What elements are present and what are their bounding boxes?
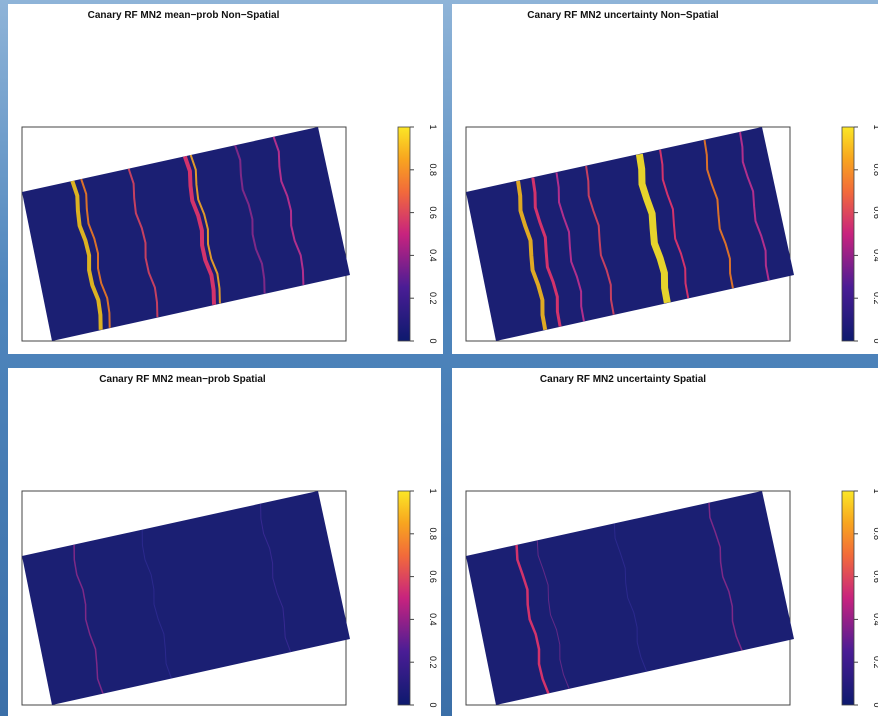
colorbar-tick-label: 0.8 xyxy=(428,528,438,541)
colorbar-tick-label: 0.6 xyxy=(428,206,438,219)
colorbar-tick-label: 0.8 xyxy=(872,528,878,541)
colorbar-tick-label: 0.8 xyxy=(428,164,438,177)
raster-stripe xyxy=(80,178,111,328)
plot-frame xyxy=(21,126,347,342)
colorbar-tick-label: 0.2 xyxy=(872,292,878,305)
map-panel: Canary RF MN2 mean−prob Spatial 0 0.2 0.4 0.… xyxy=(8,368,441,716)
raster-stripe xyxy=(70,180,103,330)
colorbar-tick-label: 0.4 xyxy=(872,249,878,262)
panel-title: Canary RF MN2 uncertainty Non−Spatial xyxy=(527,10,719,21)
colorbar-tick-label: 0.2 xyxy=(428,292,438,305)
plot-frame xyxy=(465,126,791,342)
colorbar-tick-label: 1 xyxy=(428,488,438,493)
raster-stripe xyxy=(234,144,266,294)
panel-title: Canary RF MN2 mean−prob Non−Spatial xyxy=(88,10,280,21)
raster-features xyxy=(516,132,770,331)
colorbar-tick-label: 1 xyxy=(872,124,878,129)
map-panel: Canary RF MN2 uncertainty Spatial 0 0.2 0.4… xyxy=(452,368,878,716)
raster-stripe xyxy=(659,149,690,299)
raster-stripe xyxy=(708,502,743,652)
colorbar xyxy=(397,490,411,706)
raster-stripe xyxy=(531,177,562,327)
colorbar xyxy=(841,490,855,706)
raster-stripe xyxy=(536,540,570,690)
map-panel: Canary RF MN2 mean−prob Non−Spatial 0 0.2 0… xyxy=(8,4,443,354)
raster-stripe xyxy=(703,139,734,289)
raster xyxy=(22,491,350,705)
panel-title: Canary RF MN2 uncertainty Spatial xyxy=(540,374,706,385)
colorbar xyxy=(841,126,855,342)
colorbar-tick-label: 0.8 xyxy=(872,164,878,177)
map-plot: Canary RF MN2 mean−prob Non−Spatial 0 0.2 0… xyxy=(21,10,438,344)
colorbar-tick-label: 0.4 xyxy=(872,613,878,626)
raster-features xyxy=(515,502,743,695)
raster-features xyxy=(73,503,292,695)
colorbar-tick-label: 0.2 xyxy=(872,656,878,669)
map-plot: Canary RF MN2 uncertainty Spatial 0 0.2 0.4… xyxy=(465,374,878,708)
colorbar-tick-label: 0.2 xyxy=(428,656,438,669)
plot-frame xyxy=(465,490,791,706)
raster-stripe xyxy=(272,136,305,285)
colorbar-tick-label: 1 xyxy=(872,488,878,493)
colorbar-tick-label: 0 xyxy=(428,338,438,343)
colorbar-tick-label: 0 xyxy=(428,702,438,707)
map-plot: Canary RF MN2 uncertainty Non−Spatial 0 0.… xyxy=(465,10,878,344)
map-panel: Canary RF MN2 uncertainty Non−Spatial 0 0.… xyxy=(452,4,878,354)
raster xyxy=(466,491,794,705)
colorbar-tick-label: 0.6 xyxy=(872,570,878,583)
colorbar-tick-label: 1 xyxy=(428,124,438,129)
map-plot: Canary RF MN2 mean−prob Spatial 0 0.2 0.4 0.… xyxy=(21,374,438,708)
raster-features xyxy=(70,136,305,330)
raster-stripe xyxy=(635,153,671,304)
raster-stripe xyxy=(613,523,648,673)
colorbar-tick-label: 0.6 xyxy=(872,206,878,219)
raster-stripe xyxy=(189,154,221,304)
colorbar-tick-label: 0.4 xyxy=(428,613,438,626)
raster-stripe xyxy=(73,544,104,695)
raster-stripe xyxy=(739,132,770,281)
colorbar-tick-label: 0 xyxy=(872,338,878,343)
raster-stripe xyxy=(141,529,172,679)
colorbar-tick-label: 0 xyxy=(872,702,878,707)
raster-stripe xyxy=(516,180,548,331)
colorbar xyxy=(397,126,411,342)
raster-stripe xyxy=(127,168,159,318)
raster-stripe xyxy=(260,503,292,653)
plot-frame xyxy=(21,490,347,706)
colorbar-tick-label: 0.4 xyxy=(428,249,438,262)
raster-stripe xyxy=(182,155,216,305)
raster-stripe xyxy=(515,544,550,695)
colorbar-tick-label: 0.6 xyxy=(428,570,438,583)
panel-title: Canary RF MN2 mean−prob Spatial xyxy=(99,374,266,385)
raster-stripe xyxy=(585,165,615,315)
raster xyxy=(466,127,794,341)
raster-stripe xyxy=(555,172,585,322)
